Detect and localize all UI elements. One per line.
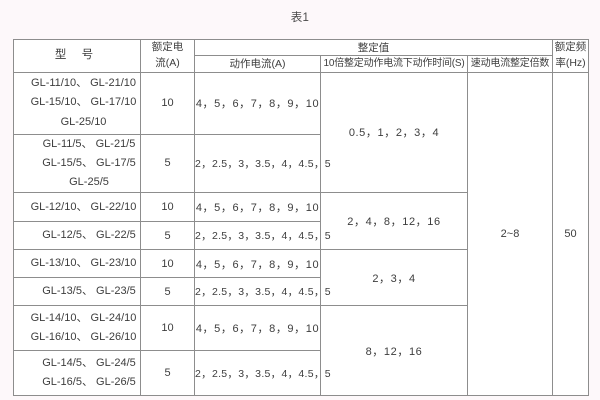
model-line: GL-11/5、 GL-21/5: [42, 137, 136, 150]
page-title: 表1: [290, 12, 310, 24]
model-line: GL-14/5、 GL-24/5: [42, 357, 136, 369]
table-header: 型 号 额定电 流(A) 整定值 额定频 率(Hz) 动作电流(A) 10倍整定…: [13, 38, 590, 73]
header-setting-group: 整定值: [193, 38, 554, 57]
cell-rated-current: 10: [140, 249, 195, 279]
header-quick-current-multiple: 速动电流整定倍数: [466, 55, 554, 73]
header-rated-current-line2: 流(A): [155, 56, 180, 69]
cell-operating-current: 2，2.5，3，3.5，4，4.5，5: [194, 133, 331, 194]
header-model: 型 号: [13, 39, 141, 73]
cell-rated-current: 10: [140, 71, 195, 135]
spec-table-container: 型 号 额定电 流(A) 整定值 额定频 率(Hz) 动作电流(A) 10倍整定…: [13, 38, 590, 397]
cell-operating-time: 2，3，4: [320, 249, 468, 307]
model-line: GL-12/5、 GL-22/5: [42, 229, 136, 242]
specification-table: 型 号 额定电 流(A) 整定值 额定频 率(Hz) 动作电流(A) 10倍整定…: [13, 38, 590, 397]
cell-models: GL-14/5、 GL-24/5 GL-16/5、 GL-26/5: [13, 350, 141, 397]
cell-operating-current: 2，2.5，3，3.5，4，4.5，5: [194, 221, 331, 251]
table-row: GL-11/10、 GL-21/10 GL-15/10、 GL-17/10 GL…: [13, 71, 590, 397]
model-line: GL-14/10、 GL-24/10: [30, 312, 137, 324]
table-row: GL-13/5、 GL-23/5 5 2，2.5，3，3.5，4，4.5，5: [13, 277, 589, 307]
cell-rated-current: 5: [140, 277, 195, 307]
table-row: GL-13/10、 GL-23/10 10 4，5，6，7，8，9，10 2，3…: [13, 249, 589, 307]
header-row-1: 型 号 额定电 流(A) 整定值 额定频 率(Hz): [13, 38, 590, 73]
table-row: GL-14/10、 GL-24/10 GL-16/10、 GL-26/10 10…: [13, 305, 589, 397]
cell-rated-current: 5: [140, 221, 195, 251]
cell-models: GL-11/10、 GL-21/10 GL-15/10、 GL-17/10 GL…: [13, 71, 141, 135]
header-rated-frequency: 额定频 率(Hz): [552, 39, 590, 73]
cell-models: GL-12/5、 GL-22/5: [13, 221, 141, 251]
cell-operating-current: 2，2.5，3，3.5，4，4.5，5: [194, 350, 331, 397]
model-line: GL-25/10: [60, 115, 107, 128]
cell-rated-frequency: 50: [552, 71, 590, 397]
model-line: GL-25/5: [69, 176, 109, 188]
model-line: GL-15/10、 GL-17/10: [30, 96, 137, 109]
model-line: GL-11/10、 GL-21/10: [31, 77, 136, 90]
model-line: GL-12/10、 GL-22/10: [30, 200, 137, 213]
cell-operating-time: 2，4，8，12，16: [320, 192, 468, 251]
model-line: GL-16/10、 GL-26/10: [30, 331, 137, 344]
cell-operating-current: 2，2.5，3，3.5，4，4.5，5: [194, 277, 331, 307]
model-line: GL-16/5、 GL-26/5: [42, 376, 136, 389]
cell-operating-current: 4，5，6，7，8，9，10: [194, 249, 321, 279]
header-operating-time: 10倍整定动作电流下动作时间(S): [320, 55, 468, 73]
model-line: GL-13/10、 GL-23/10: [30, 257, 137, 270]
header-rated-current-line1: 额定电: [151, 41, 184, 53]
cell-operating-current: 4，5，6，7，8，9，10: [194, 305, 321, 352]
cell-rated-current: 10: [140, 192, 195, 223]
header-row-2: 动作电流(A) 10倍整定动作电流下动作时间(S) 速动电流整定倍数: [14, 55, 589, 73]
table-row: GL-14/5、 GL-24/5 GL-16/5、 GL-26/5 5 2，2.…: [13, 350, 589, 397]
cell-rated-current: 10: [140, 305, 195, 352]
cell-models: GL-13/5、 GL-23/5: [13, 277, 141, 307]
cell-models: GL-14/10、 GL-24/10 GL-16/10、 GL-26/10: [13, 305, 141, 352]
cell-operating-current: 4，5，6，7，8，9，10: [194, 192, 321, 223]
cell-operating-time: 8，12，16: [320, 305, 468, 397]
cell-models: GL-11/5、 GL-21/5 GL-15/5、 GL-17/5 GL-25/…: [13, 133, 141, 194]
table-row: GL-12/10、 GL-22/10 10 4，5，6，7，8，9，10 2，4…: [13, 192, 589, 251]
table-row: GL-11/5、 GL-21/5 GL-15/5、 GL-17/5 GL-25/…: [13, 133, 589, 194]
cell-models: GL-13/10、 GL-23/10: [13, 249, 141, 279]
cell-rated-current: 5: [140, 133, 195, 194]
header-rated-current: 额定电 流(A): [140, 39, 195, 73]
table-body: GL-11/10、 GL-21/10 GL-15/10、 GL-17/10 GL…: [13, 71, 590, 397]
cell-rated-current: 5: [140, 350, 195, 397]
model-line: GL-15/5、 GL-17/5: [42, 156, 136, 169]
cell-quick-current-multiple: 2~8: [466, 71, 554, 397]
header-rated-frequency-line1: 额定频: [554, 41, 587, 53]
header-rated-frequency-line2: 率(Hz): [555, 56, 586, 69]
model-line: GL-13/5、 GL-23/5: [42, 285, 136, 298]
table-row: GL-12/5、 GL-22/5 5 2，2.5，3，3.5，4，4.5，5: [13, 221, 589, 251]
cell-operating-current: 4，5，6，7，8，9，10: [194, 71, 321, 135]
cell-models: GL-12/10、 GL-22/10: [13, 192, 141, 223]
header-operating-current: 动作电流(A): [194, 55, 321, 73]
cell-operating-time: 0.5，1，2，3，4: [320, 71, 468, 194]
